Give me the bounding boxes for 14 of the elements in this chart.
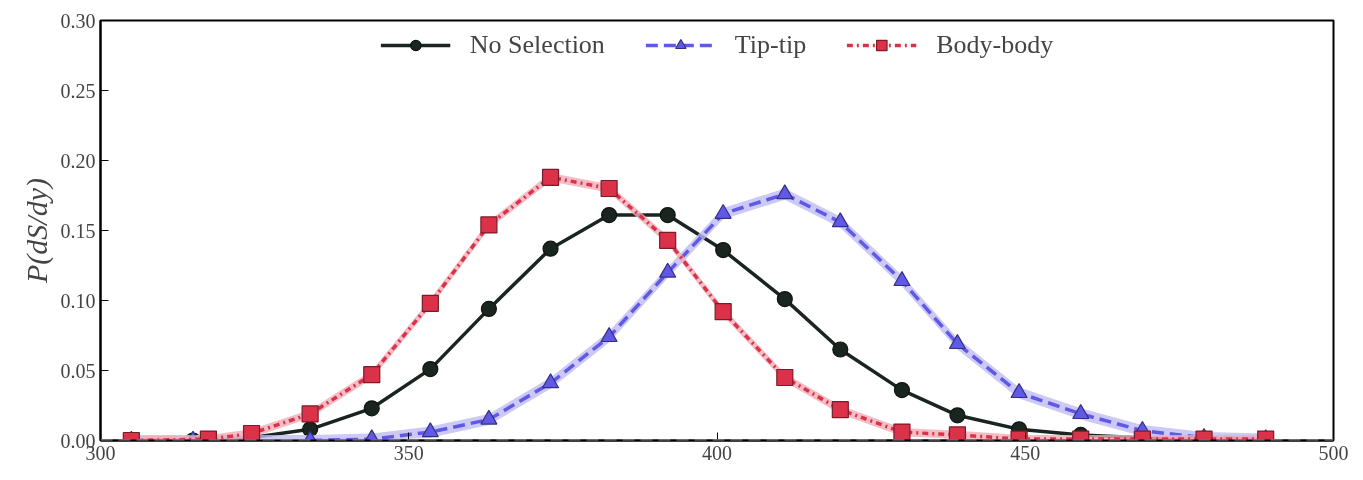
- y-tick-label: 0.20: [60, 149, 96, 172]
- legend-label: Tip-tip: [734, 30, 807, 60]
- y-tick-label: 0.25: [60, 79, 96, 102]
- x-tick-label: 450: [1010, 441, 1041, 464]
- y-tick-label: 0.15: [60, 219, 96, 242]
- y-tick-label: 0.10: [60, 289, 96, 312]
- x-tick-label: 400: [702, 441, 732, 464]
- y-tick-label: 0.05: [60, 359, 96, 382]
- legend-label: Body-body: [936, 30, 1054, 60]
- x-tick-label: 500: [1318, 441, 1349, 464]
- legend-label: No Selection: [469, 30, 605, 60]
- y-axis-title: P(dS/dy): [19, 178, 54, 284]
- y-tick-label: 0.30: [60, 9, 96, 32]
- x-tick-label: 350: [393, 441, 424, 464]
